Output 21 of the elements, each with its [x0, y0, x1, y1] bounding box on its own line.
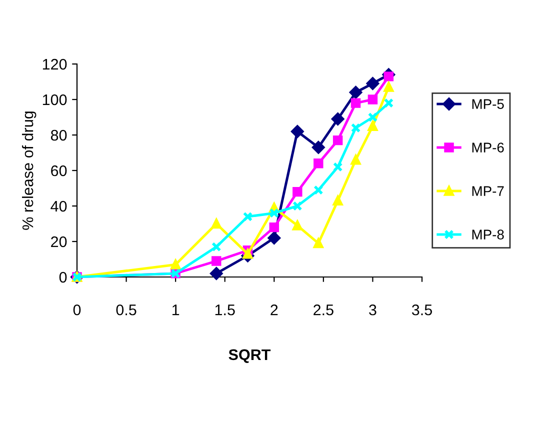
- y-tick-label: 20: [51, 236, 67, 248]
- y-tick-label: 80: [50, 130, 67, 141]
- y-tick-label: 60: [51, 165, 67, 176]
- x-axis-title: SQRT: [228, 349, 271, 363]
- legend-label: MP-6: [472, 142, 504, 152]
- legend-label: MP-7: [472, 186, 504, 196]
- y-tick-label: 40: [50, 200, 67, 212]
- x-tick-label: 3: [369, 304, 376, 316]
- y-tick-label: 0: [59, 272, 67, 283]
- legend-label: MP-8: [472, 230, 504, 240]
- x-tick-label: 2: [270, 304, 278, 316]
- y-tick-label: 100: [42, 94, 67, 106]
- x-tick-label: 2.5: [314, 304, 334, 316]
- y-tick-label: 120: [42, 58, 67, 70]
- x-tick-label: 1.5: [215, 304, 235, 316]
- x-tick-label: 3.5: [412, 304, 432, 316]
- y-axis-title: % release of drug: [22, 112, 36, 230]
- legend-label: MP-5: [472, 99, 504, 109]
- x-tick-label: 1: [172, 304, 180, 316]
- x-tick-label: 0: [73, 304, 81, 316]
- x-tick-label: 0.5: [116, 304, 136, 316]
